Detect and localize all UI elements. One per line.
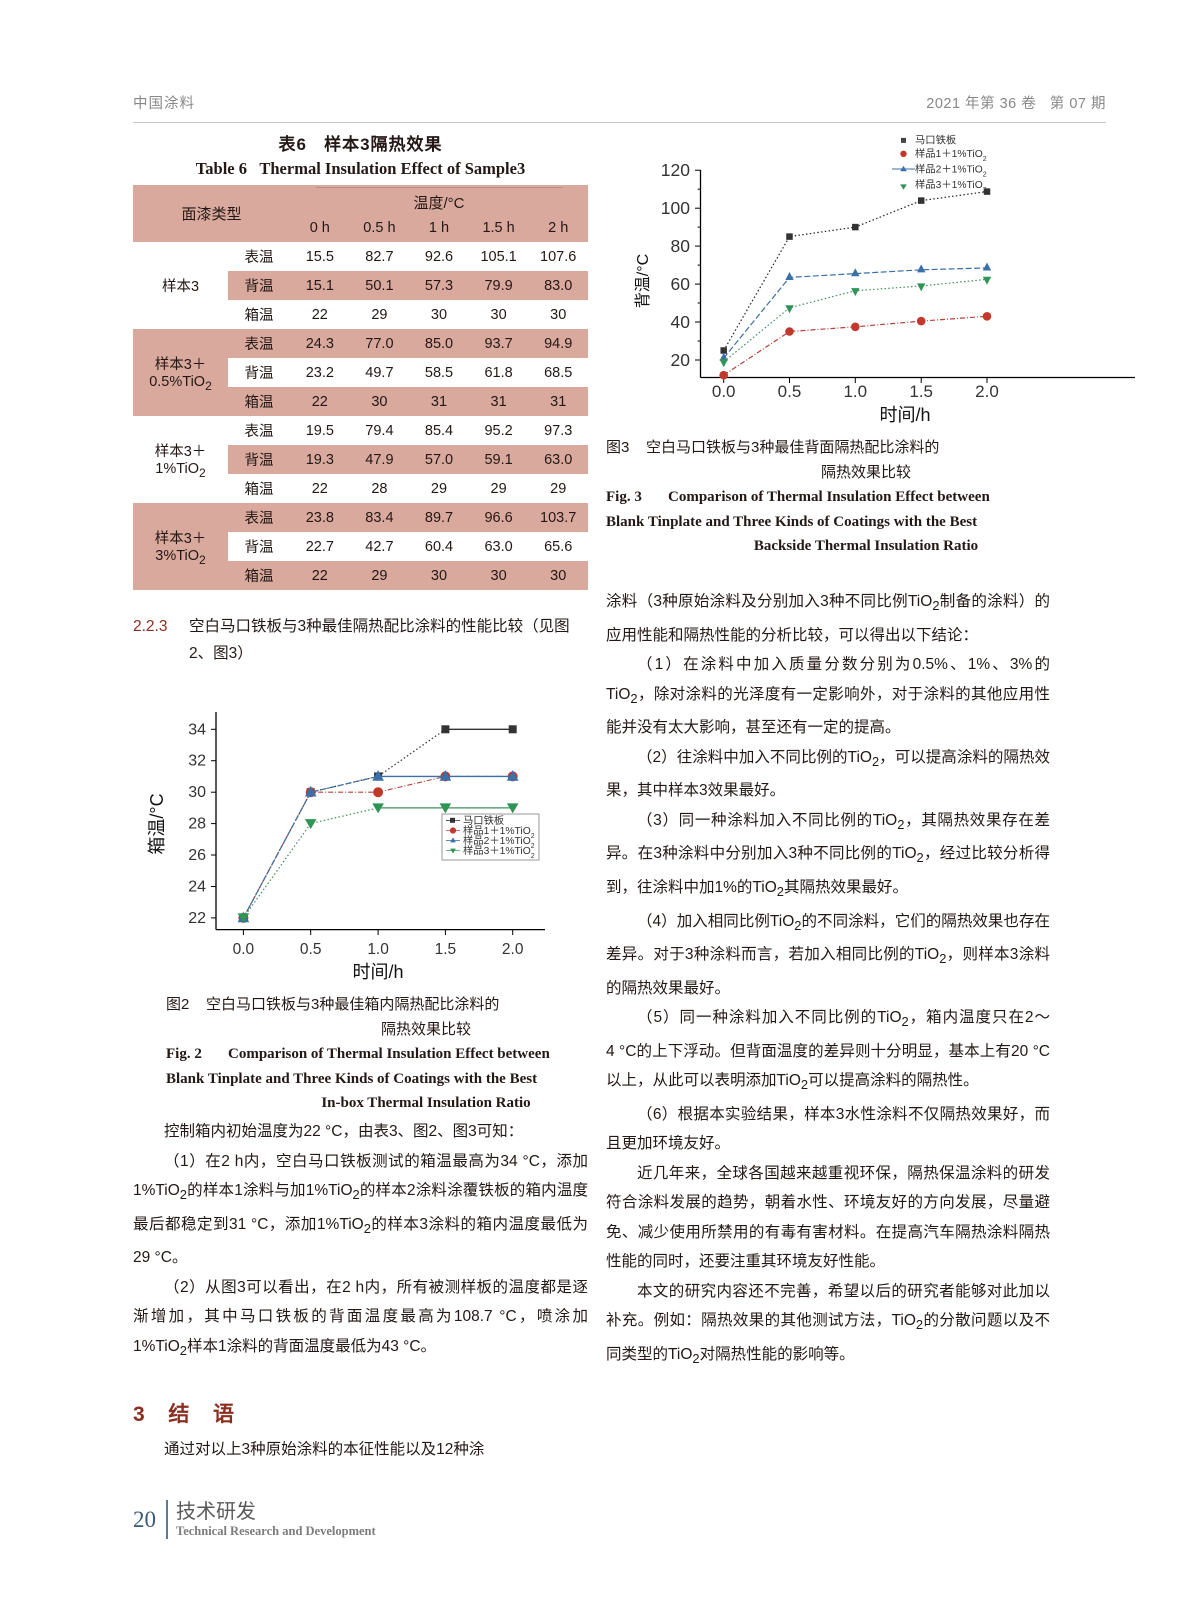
svg-text:样品3＋1%TiO2: 样品3＋1%TiO2 [463, 844, 535, 860]
svg-text:样品2＋1%TiO2: 样品2＋1%TiO2 [915, 163, 987, 179]
svg-text:1.0: 1.0 [367, 941, 389, 958]
svg-text:1.5: 1.5 [909, 382, 933, 401]
svg-text:2.0: 2.0 [502, 941, 524, 958]
svg-text:马口铁板: 马口铁板 [915, 133, 956, 146]
svg-text:34: 34 [188, 721, 206, 738]
svg-text:24: 24 [188, 879, 206, 896]
svg-text:30: 30 [188, 784, 206, 801]
svg-text:28: 28 [188, 816, 206, 833]
svg-text:背温/°C: 背温/°C [634, 254, 652, 308]
svg-text:1.0: 1.0 [843, 382, 867, 401]
svg-text:1.5: 1.5 [435, 941, 457, 958]
svg-text:时间/h: 时间/h [352, 962, 403, 982]
svg-text:80: 80 [671, 236, 691, 256]
svg-text:32: 32 [188, 753, 206, 770]
svg-text:26: 26 [188, 847, 206, 864]
svg-text:0.0: 0.0 [233, 941, 255, 958]
svg-text:样品1＋1%TiO2: 样品1＋1%TiO2 [915, 147, 987, 163]
svg-text:100: 100 [661, 198, 690, 218]
svg-text:样品2＋1%TiO2: 样品2＋1%TiO2 [463, 834, 535, 850]
svg-text:时间/h: 时间/h [879, 405, 930, 425]
svg-text:60: 60 [671, 274, 691, 294]
svg-text:样品3＋1%TiO2: 样品3＋1%TiO2 [915, 178, 987, 194]
svg-text:2.0: 2.0 [975, 382, 999, 401]
svg-text:40: 40 [671, 312, 691, 332]
svg-text:样品1＋1%TiO2: 样品1＋1%TiO2 [463, 824, 535, 840]
svg-text:22: 22 [188, 910, 206, 927]
svg-text:马口铁板: 马口铁板 [463, 814, 504, 827]
svg-text:箱温/°C: 箱温/°C [147, 793, 167, 854]
svg-text:20: 20 [671, 350, 691, 370]
svg-text:0.5: 0.5 [778, 382, 802, 401]
svg-text:0.5: 0.5 [300, 941, 322, 958]
svg-text:0.0: 0.0 [712, 382, 736, 401]
svg-text:120: 120 [661, 160, 690, 180]
